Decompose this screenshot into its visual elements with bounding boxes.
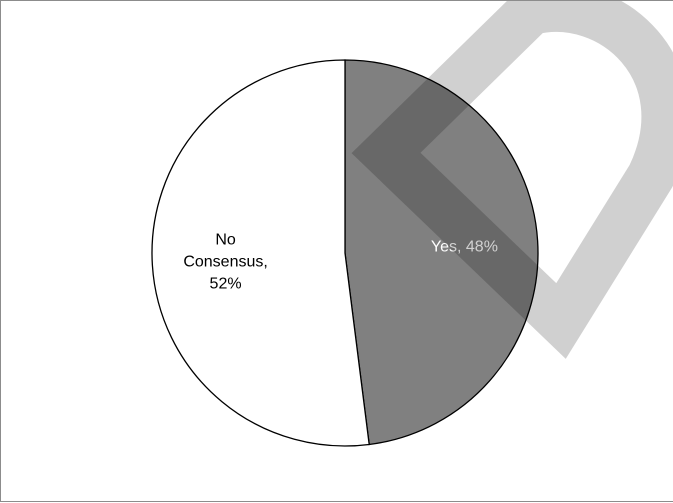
pie-slice-no-consensus — [151, 59, 370, 447]
watermark-shape — [351, 1, 673, 359]
pie-label-no-consensus: No Consensus, 52% — [183, 232, 268, 293]
watermark-logo — [351, 1, 673, 359]
